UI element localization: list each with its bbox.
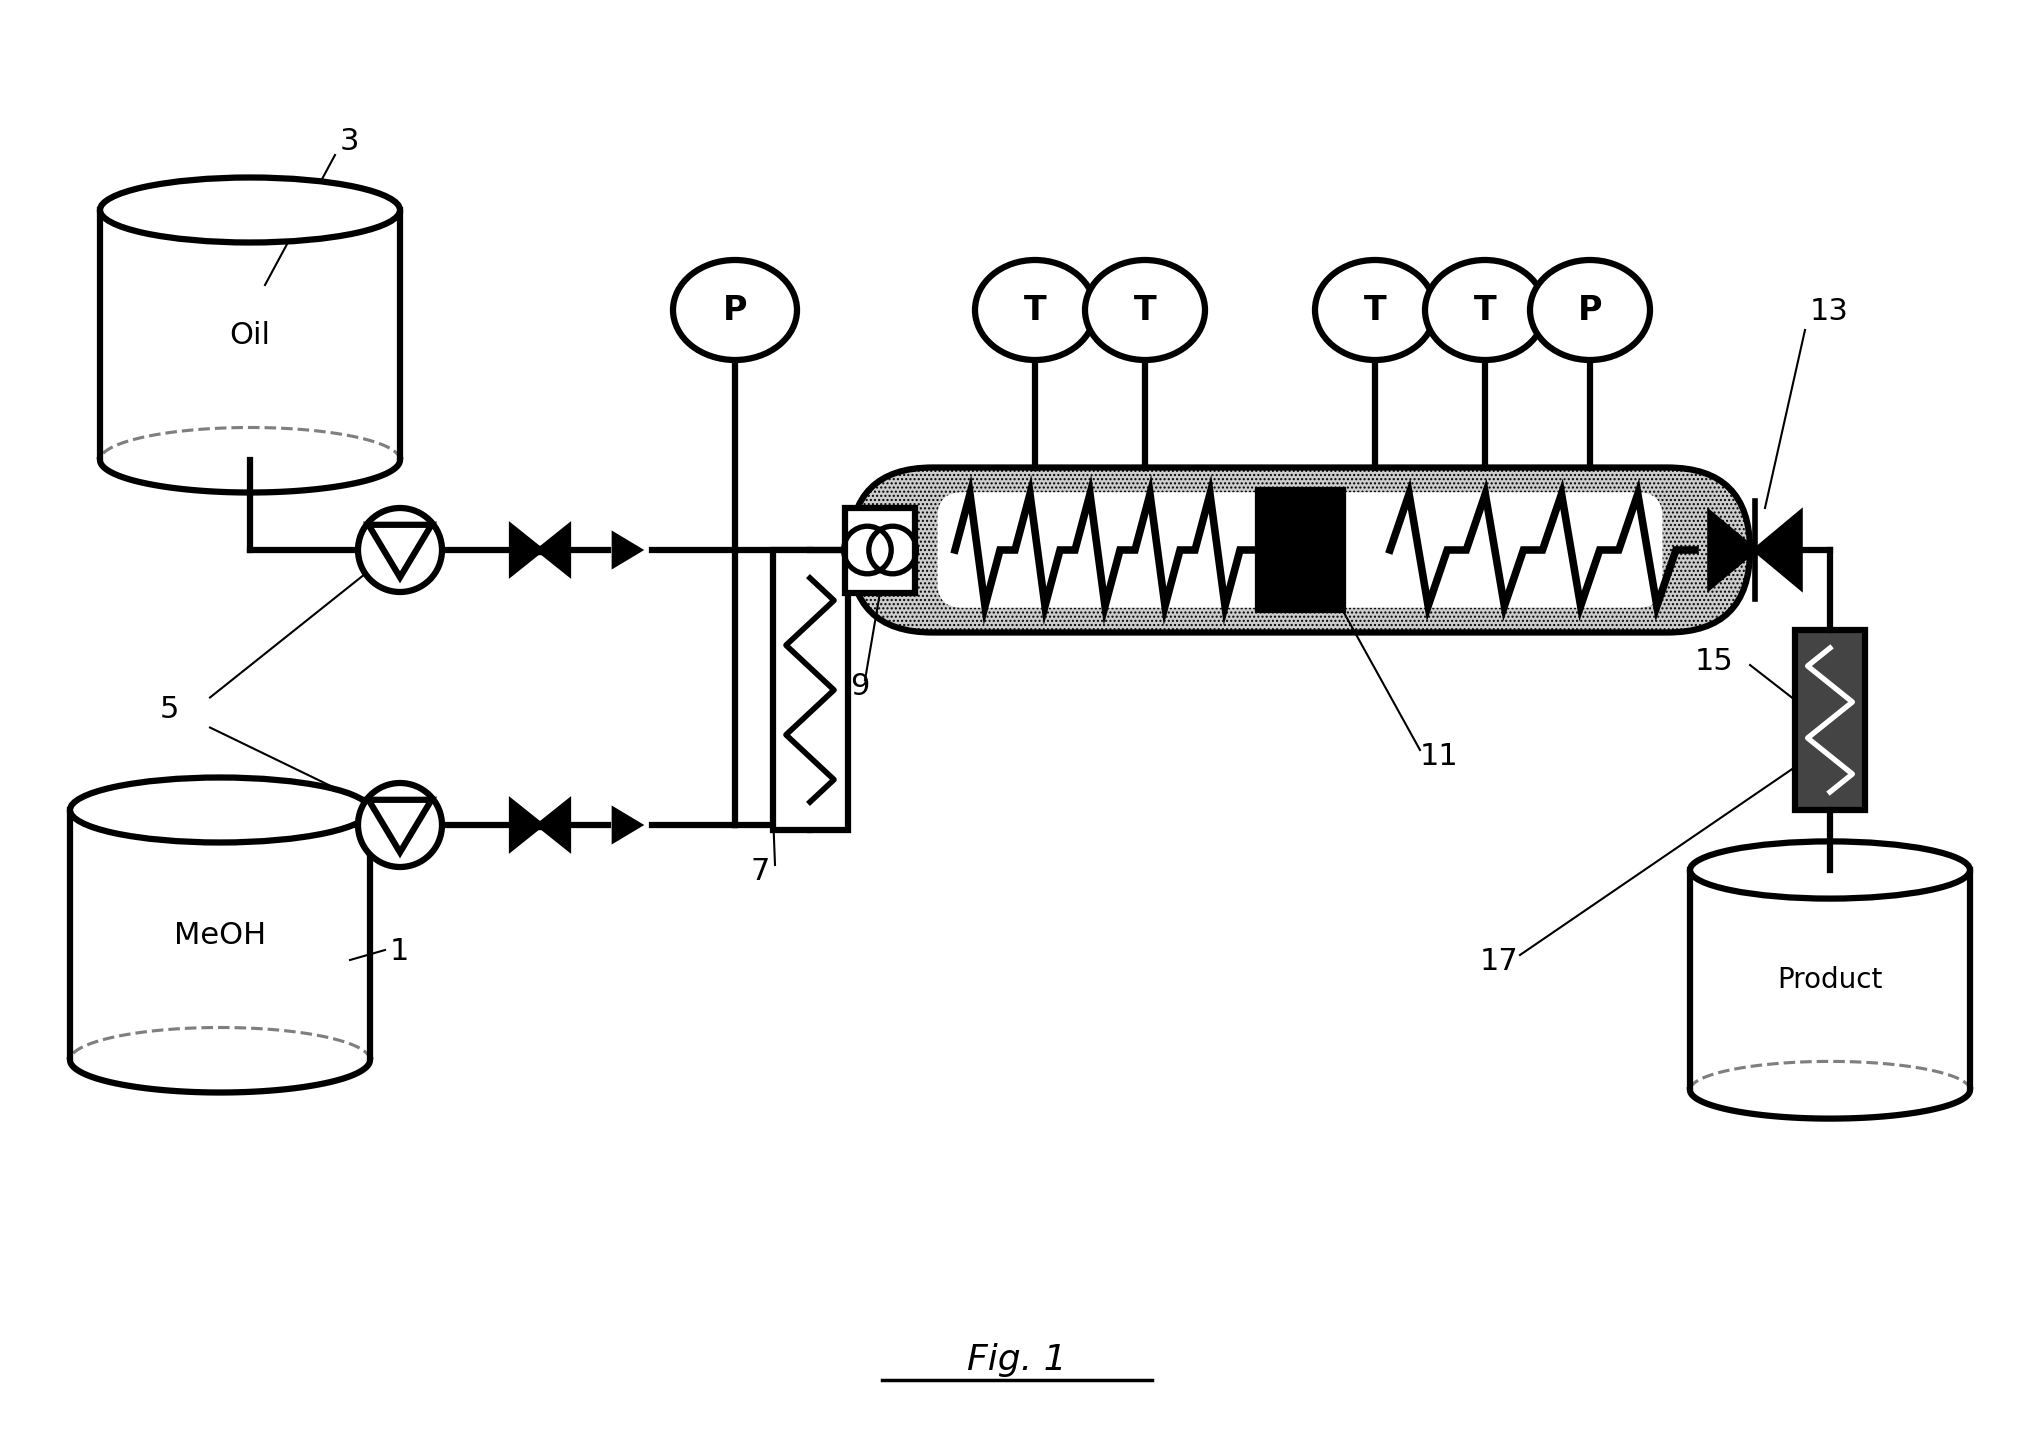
FancyBboxPatch shape (938, 492, 1662, 608)
FancyBboxPatch shape (850, 468, 1749, 632)
Text: Product: Product (1778, 966, 1883, 994)
Text: 15: 15 (1694, 647, 1733, 675)
Text: P: P (722, 294, 746, 327)
Text: 17: 17 (1481, 948, 1519, 976)
Ellipse shape (1426, 261, 1546, 360)
Text: P: P (1578, 294, 1603, 327)
Text: T: T (1475, 294, 1497, 327)
Text: T: T (1023, 294, 1045, 327)
Bar (1794, 631, 1865, 809)
Ellipse shape (673, 261, 797, 360)
Polygon shape (1709, 513, 1755, 588)
Circle shape (358, 783, 441, 867)
Text: 9: 9 (850, 672, 869, 701)
Polygon shape (612, 808, 641, 842)
Text: Fig. 1: Fig. 1 (968, 1344, 1066, 1377)
Polygon shape (513, 802, 539, 847)
Text: 3: 3 (340, 127, 360, 156)
Bar (1257, 490, 1342, 611)
Text: 1: 1 (391, 937, 409, 966)
Polygon shape (1755, 513, 1800, 588)
Text: T: T (1363, 294, 1387, 327)
Ellipse shape (100, 177, 401, 242)
Text: Oil: Oil (230, 321, 271, 350)
Polygon shape (612, 533, 641, 567)
Ellipse shape (1084, 261, 1204, 360)
Text: 5: 5 (161, 694, 179, 723)
Polygon shape (513, 527, 539, 573)
Polygon shape (539, 802, 567, 847)
Text: MeOH: MeOH (175, 920, 266, 949)
Text: T: T (1133, 294, 1155, 327)
Text: 13: 13 (1810, 297, 1849, 325)
Ellipse shape (1690, 841, 1971, 899)
Text: 7: 7 (751, 857, 769, 886)
Text: 11: 11 (1420, 742, 1458, 770)
Ellipse shape (69, 778, 370, 842)
Ellipse shape (1530, 261, 1650, 360)
Bar (844, 507, 915, 592)
Bar (773, 550, 848, 829)
Circle shape (358, 508, 441, 592)
Bar (535, 546, 545, 554)
Ellipse shape (1316, 261, 1436, 360)
Bar (535, 821, 545, 829)
Polygon shape (539, 527, 567, 573)
Ellipse shape (974, 261, 1094, 360)
